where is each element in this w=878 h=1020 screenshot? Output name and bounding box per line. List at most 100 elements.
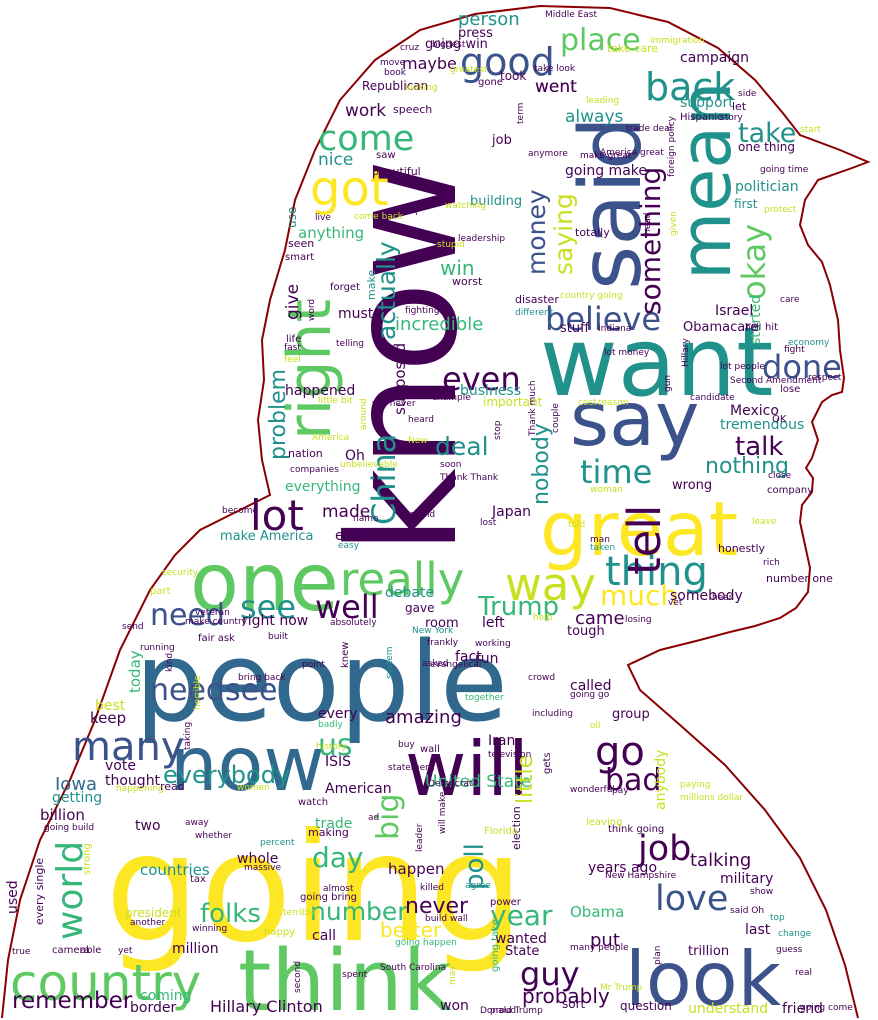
word-guess: guess xyxy=(776,945,803,955)
word-make: make xyxy=(365,270,378,300)
word-called: called xyxy=(570,678,612,694)
word-biggest: biggest xyxy=(432,40,466,50)
word-took: took xyxy=(500,69,526,83)
word-day: day xyxy=(312,841,364,874)
word-problem: problem xyxy=(266,369,291,460)
word-help: help xyxy=(533,613,553,623)
word-campaign: campaign xyxy=(680,50,749,66)
word-rich: rich xyxy=(763,558,780,568)
word-maybe: maybe xyxy=(402,54,457,73)
word-think: think xyxy=(238,932,452,1020)
word-television: television xyxy=(488,750,531,760)
word-hear: hear xyxy=(712,593,733,603)
word-another: another xyxy=(130,918,165,928)
word-little-bit: little bit xyxy=(318,396,353,406)
word-whether: whether xyxy=(195,831,232,841)
word-working: working xyxy=(475,639,511,649)
word-last: last xyxy=(745,922,771,938)
word-fast: fast xyxy=(284,343,301,353)
word-totally: totally xyxy=(575,226,610,239)
word-take-care: take care xyxy=(607,42,658,55)
word-tax: tax xyxy=(190,874,206,885)
word-ad: ad xyxy=(368,813,379,823)
word-must: must xyxy=(338,306,374,322)
word-wanted: wanted xyxy=(495,931,547,947)
word-border: border xyxy=(130,1000,176,1016)
word-politician: politician xyxy=(735,179,799,195)
word-move: move xyxy=(380,58,406,68)
word-isis: ISIS xyxy=(325,754,351,770)
word-remember: remember xyxy=(12,988,133,1014)
word-need: need xyxy=(150,598,225,633)
word-friend: friend xyxy=(782,1001,823,1017)
word-china: China xyxy=(365,434,403,525)
word-knew: knew xyxy=(340,642,351,668)
word-almost: almost xyxy=(323,884,354,894)
word-trump: Trump xyxy=(477,592,559,622)
word-will-make: will make xyxy=(438,791,448,834)
word-south-carolina: South Carolina xyxy=(380,963,446,973)
word-real: real xyxy=(795,968,812,978)
word-nation: nation xyxy=(288,447,323,460)
word-mean: mean xyxy=(665,81,747,280)
word-read: read xyxy=(160,780,185,793)
word-going-time: going time xyxy=(760,165,809,175)
word-may: may xyxy=(448,965,458,985)
word-gets: gets xyxy=(542,752,553,774)
word-thank-much: Thank much xyxy=(528,380,538,437)
word-forget: forget xyxy=(330,282,360,293)
word-going-come: going come xyxy=(800,1003,853,1013)
word-every-single: every single xyxy=(33,858,46,925)
word-every: every xyxy=(318,706,358,722)
word-story: story xyxy=(720,113,743,123)
word-take: take xyxy=(738,118,796,149)
word-greatest: greatest xyxy=(450,65,488,75)
word-women: women xyxy=(237,783,270,793)
word-woman: woman xyxy=(590,485,623,495)
word-spent: spent xyxy=(342,970,368,980)
word-millions-dollar: millions dollar xyxy=(680,793,743,803)
word-year: year xyxy=(490,899,553,932)
word-saying: saying xyxy=(549,193,578,275)
word-look: look xyxy=(625,935,782,1020)
word-great: great xyxy=(540,485,738,573)
word-money: money xyxy=(522,189,551,275)
word-guy: guy xyxy=(520,955,580,993)
word-democrat: Democrat xyxy=(428,779,473,789)
word-second: second xyxy=(293,961,303,993)
word-smart: smart xyxy=(285,252,314,263)
word-come: come xyxy=(318,119,414,159)
word-big: big xyxy=(371,794,406,840)
word-building: building xyxy=(470,194,522,209)
word-really: really xyxy=(340,553,464,606)
word-won: won xyxy=(440,998,469,1014)
word-economy: economy xyxy=(788,338,830,348)
word-needsee: needsee xyxy=(150,673,278,708)
word-iran: Iran xyxy=(488,733,515,749)
word-anymore: anymore xyxy=(528,149,568,159)
word-power: power xyxy=(490,897,522,908)
word-right: right xyxy=(275,299,345,440)
word-word: word xyxy=(307,299,317,321)
word-hispanic: Hispanic xyxy=(680,112,723,123)
word-part: part xyxy=(150,586,171,597)
word-change: change xyxy=(778,929,812,939)
word-everybody: everybody xyxy=(163,761,290,789)
word-wall: wall xyxy=(420,744,440,755)
word-thank-thank: Thank Thank xyxy=(439,473,499,483)
word-told: told xyxy=(568,520,585,530)
word-actually: actually xyxy=(372,241,401,340)
word-poll: poll xyxy=(460,843,490,890)
word-agree: agree xyxy=(465,881,491,891)
word-come-back: come back xyxy=(354,212,404,222)
word-going-build: going build xyxy=(44,823,94,833)
word-mexico: Mexico xyxy=(730,403,779,419)
word-telling: telling xyxy=(336,339,364,349)
word-iraq: Iraq xyxy=(400,206,418,216)
word-send: send xyxy=(122,622,144,632)
word-anything: anything xyxy=(298,224,364,242)
word-best: best xyxy=(95,698,126,714)
word-true: true xyxy=(12,947,31,957)
word-hell: hell xyxy=(745,323,761,333)
word-second-amendment: Second Amendment xyxy=(730,376,822,386)
